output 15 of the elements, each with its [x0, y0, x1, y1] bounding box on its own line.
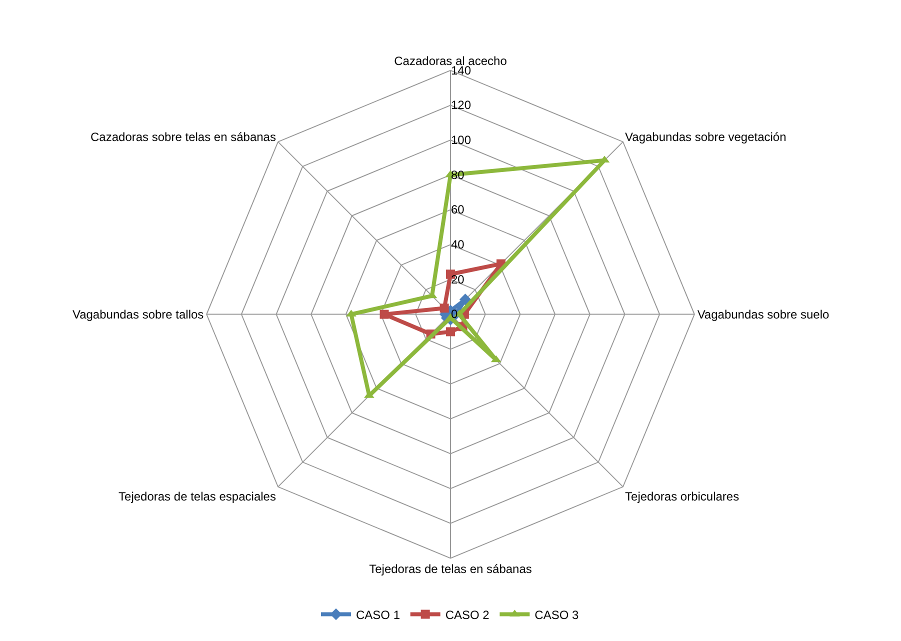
spoke-label: Vagabundas sobre vegetación — [625, 130, 786, 144]
spoke-label: Vagabundas sobre tallos — [72, 308, 204, 322]
y-tick-label: 100 — [451, 132, 472, 147]
y-tick-label: 20 — [451, 272, 465, 286]
y-tick-label: 120 — [451, 98, 472, 112]
y-tick-label: 60 — [451, 202, 465, 217]
legend-label: CASO 1 — [356, 608, 400, 622]
y-tick-label: 40 — [451, 238, 465, 252]
spoke-label: Cazadoras sobre telas en sábanas — [90, 130, 276, 144]
legend-label: CASO 2 — [445, 608, 490, 622]
spoke-label: Vagabundas sobre suelo — [697, 308, 830, 322]
spoke-label: Tejedoras de telas en sábanas — [369, 562, 532, 576]
legend-label: CASO 3 — [534, 608, 580, 622]
spoke-label: Tejedoras de telas espaciales — [118, 489, 276, 504]
spoke-label: Tejedoras orbiculares — [625, 489, 740, 504]
